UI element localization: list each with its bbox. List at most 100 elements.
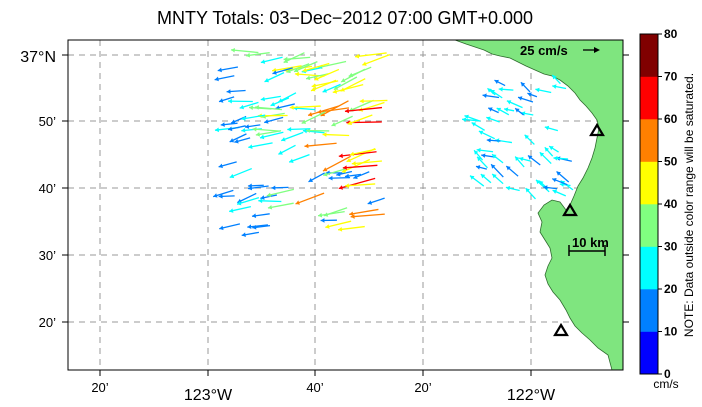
current-vector-head [264, 78, 270, 83]
current-vector [283, 56, 311, 61]
current-vector-head [521, 111, 526, 116]
distance-scale-bar [568, 245, 606, 256]
current-vector-head [350, 214, 355, 219]
current-vector-head [252, 127, 257, 132]
current-vector-head [544, 125, 550, 131]
current-vector [254, 106, 282, 111]
colorbar-segment [640, 331, 658, 375]
colorbar-tick-label: 70 [664, 70, 678, 84]
current-vector-head [475, 165, 481, 170]
current-vector [332, 84, 364, 94]
current-vector-head [543, 185, 548, 190]
current-vector-head [515, 156, 520, 161]
map-title: MNTY Totals: 03−Dec−2012 07:00 GMT+0.000 [157, 8, 533, 28]
current-vector-head [237, 200, 242, 206]
x-label-minor-2: 40’ [306, 380, 323, 395]
triangle-station-icon [589, 122, 605, 137]
current-vector-head [229, 173, 235, 179]
colorbar-segment [640, 76, 658, 120]
current-vector-head [229, 208, 234, 213]
colorbar [640, 34, 658, 375]
current-vector [333, 76, 358, 91]
current-vector-head [287, 127, 292, 132]
y-label-4: 30’ [39, 248, 56, 263]
current-vector-head [506, 100, 512, 105]
current-vector-head [462, 117, 467, 122]
current-vector-head [494, 79, 499, 85]
current-vector-head [318, 212, 323, 218]
current-vector [362, 53, 391, 66]
current-vector [344, 183, 376, 187]
current-vector-head [342, 165, 347, 170]
current-vector-head [349, 211, 354, 217]
current-vector [325, 220, 352, 229]
current-vector-head [471, 122, 477, 127]
current-vector-head [552, 177, 557, 183]
current-vector [248, 142, 273, 149]
current-vector-head [478, 130, 484, 135]
current-vector-head [464, 114, 469, 120]
current-vector-head [259, 134, 265, 140]
colorbar-tick-label: 50 [664, 155, 678, 169]
current-vector-head [331, 122, 336, 127]
current-vector [359, 99, 388, 102]
current-vector [354, 52, 387, 58]
current-vector [245, 52, 270, 57]
current-vector-head [332, 89, 338, 94]
colorbar-segment [640, 289, 658, 332]
colorbar-ticks: 0 10 20 30 40 50 60 70 80 [658, 27, 678, 381]
current-vector-head [311, 83, 316, 88]
current-vector [338, 177, 376, 190]
colorbar-tick-label: 20 [664, 282, 678, 296]
current-vector [320, 100, 349, 117]
colorbar-tick-label: 40 [664, 197, 678, 211]
current-vector [252, 128, 281, 132]
current-vector-head [302, 128, 307, 134]
x-label-minor-3: 20’ [414, 380, 431, 395]
current-vector-head [553, 155, 558, 161]
current-vector-head [229, 138, 235, 143]
current-vector [286, 63, 310, 73]
colorbar-tick-label: 80 [664, 27, 678, 41]
current-vector-head [219, 98, 224, 103]
current-vector-head [338, 185, 344, 190]
colorbar-segment [640, 161, 658, 205]
current-vector-head [311, 87, 316, 92]
current-vector [342, 164, 378, 169]
current-vector-head [226, 89, 231, 94]
current-vector [350, 213, 385, 218]
current-vector-head [218, 163, 223, 169]
current-vector-head [344, 108, 350, 114]
current-vector-head [214, 76, 219, 82]
current-vector-head [556, 171, 561, 176]
current-vectors [212, 47, 574, 237]
current-vector-head [345, 183, 350, 188]
current-vector [317, 210, 345, 217]
current-vector-head [351, 161, 356, 166]
current-vector-head [341, 168, 347, 173]
current-vector-head [217, 67, 222, 73]
current-vector-head [308, 177, 313, 182]
current-vector-head [544, 147, 550, 152]
current-vector-head [539, 152, 545, 157]
colorbar-segment [640, 119, 658, 162]
current-vector [347, 114, 373, 125]
current-vector-head [322, 167, 328, 172]
grid [68, 40, 623, 370]
current-vector-head [519, 156, 524, 162]
current-vector-head [228, 126, 233, 132]
current-vector [331, 115, 353, 127]
colorbar-tick-label: 60 [664, 112, 678, 126]
current-vector-head [491, 164, 496, 169]
land-area [454, 40, 623, 370]
current-vector-head [294, 71, 299, 77]
current-vector [340, 68, 366, 83]
current-vector-head [525, 188, 530, 193]
current-vector-head [347, 120, 353, 125]
current-vector [349, 148, 376, 156]
current-vector-head [490, 89, 496, 95]
current-vector [349, 208, 379, 216]
current-vector-head [260, 59, 266, 64]
current-vector [318, 60, 347, 69]
current-vector [287, 128, 311, 131]
